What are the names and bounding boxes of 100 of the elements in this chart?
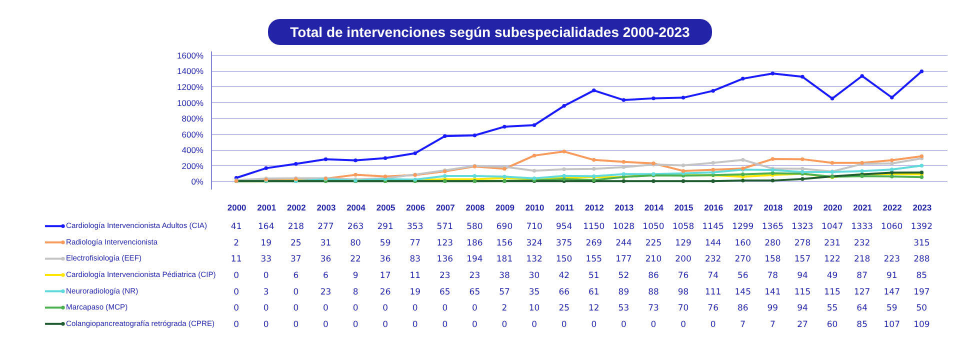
data-label: 27	[797, 320, 808, 330]
data-label: 0	[442, 304, 448, 314]
data-label: 77	[410, 238, 421, 248]
data-label: 954	[556, 222, 572, 232]
data-label: 177	[616, 254, 632, 265]
x-tick-label: 2009	[496, 202, 515, 212]
data-label: 22	[350, 254, 361, 265]
data-label: 144	[704, 238, 722, 248]
data-label: 0	[293, 287, 299, 298]
y-tick-label: 0%	[191, 176, 204, 187]
data-label: 181	[496, 254, 513, 265]
data-label: 164	[258, 222, 274, 232]
data-label: 0	[532, 320, 538, 330]
data-label: 157	[794, 254, 811, 265]
data-label: 136	[436, 254, 454, 265]
data-label: 690	[496, 222, 513, 232]
data-label: 0	[680, 320, 686, 330]
data-label: 74	[708, 271, 719, 281]
y-tick-label: 800%	[182, 114, 204, 124]
x-tick-label: 2007	[436, 202, 456, 212]
x-tick-label: 2006	[406, 202, 426, 212]
data-label: 129	[675, 238, 692, 248]
data-label: 7	[740, 320, 746, 330]
y-tick-label: 1000%	[177, 98, 204, 108]
data-label: 50	[916, 304, 928, 314]
data-label: 86	[648, 271, 659, 281]
data-label: 1365	[762, 222, 784, 232]
data-label: 0	[591, 320, 597, 330]
data-label: 56	[737, 271, 748, 281]
data-label: 1028	[612, 222, 635, 232]
data-label: 94	[797, 304, 808, 314]
data-label: 186	[466, 238, 483, 248]
data-label: 0	[382, 304, 388, 314]
x-tick-label: 2015	[674, 202, 694, 212]
data-label: 65	[439, 287, 450, 298]
data-label: 85	[916, 271, 928, 281]
data-label: 66	[558, 287, 570, 298]
data-label: 291	[377, 222, 394, 232]
data-label: 197	[914, 287, 930, 298]
y-tick-label: 1200%	[177, 82, 204, 92]
data-label: 1299	[732, 222, 754, 232]
y-tick-label: 600%	[182, 129, 204, 140]
data-label: 0	[472, 304, 478, 314]
data-label: 11	[230, 254, 242, 265]
data-label: 132	[526, 254, 542, 265]
data-label: 155	[586, 254, 602, 265]
data-label: 107	[884, 320, 900, 330]
data-label: 160	[734, 238, 752, 248]
data-label: 98	[678, 287, 689, 298]
data-label: 7	[770, 320, 776, 330]
data-label: 10	[528, 304, 540, 314]
data-label: 85	[856, 320, 868, 330]
data-label: 150	[556, 254, 572, 265]
data-label: 0	[293, 320, 299, 330]
data-label: 31	[320, 238, 332, 248]
data-label: 710	[526, 222, 542, 232]
data-label: 0	[263, 320, 269, 330]
data-label: 0	[234, 271, 240, 281]
data-label: 122	[824, 254, 840, 265]
data-label: 78	[767, 271, 778, 281]
data-label: 2	[234, 238, 240, 248]
data-label: 288	[914, 254, 930, 265]
y-tick-label: 400%	[182, 145, 204, 156]
data-label: 0	[293, 304, 299, 314]
data-label: 33	[260, 254, 272, 265]
data-label: 0	[352, 304, 358, 314]
data-label: 25	[558, 304, 570, 314]
data-label: 36	[380, 254, 391, 265]
data-label: 109	[914, 320, 930, 330]
data-label: 0	[442, 320, 448, 330]
data-label: 6	[293, 271, 299, 281]
data-label: 0	[263, 271, 269, 281]
x-tick-label: 2000	[227, 202, 247, 212]
data-label: 194	[466, 254, 483, 265]
data-label: 0	[472, 320, 478, 330]
data-label: 232	[854, 238, 870, 248]
y-tick-label: 1600%	[177, 50, 204, 60]
data-label: 270	[734, 254, 752, 265]
data-label: 6	[323, 271, 328, 281]
data-label: 23	[320, 287, 332, 298]
data-label: 158	[764, 254, 781, 265]
data-label: 23	[469, 271, 480, 281]
data-label: 89	[618, 287, 630, 298]
x-tick-label: 2014	[644, 202, 664, 212]
data-label: 61	[588, 287, 600, 298]
data-label: 218	[288, 222, 304, 232]
data-label: 52	[618, 271, 630, 281]
data-label: 0	[502, 320, 508, 330]
data-label: 76	[708, 304, 719, 314]
data-label: 127	[854, 287, 870, 298]
x-tick-label: 2008	[466, 202, 485, 212]
data-label: 280	[764, 238, 781, 248]
data-label: 73	[648, 304, 659, 314]
data-label: 49	[826, 271, 838, 281]
data-label: 1150	[583, 222, 605, 232]
data-label: 1047	[821, 222, 844, 232]
data-label: 88	[648, 287, 659, 298]
x-tick-label: 2013	[614, 202, 634, 212]
data-label: 53	[618, 304, 630, 314]
data-label: 375	[556, 238, 572, 248]
